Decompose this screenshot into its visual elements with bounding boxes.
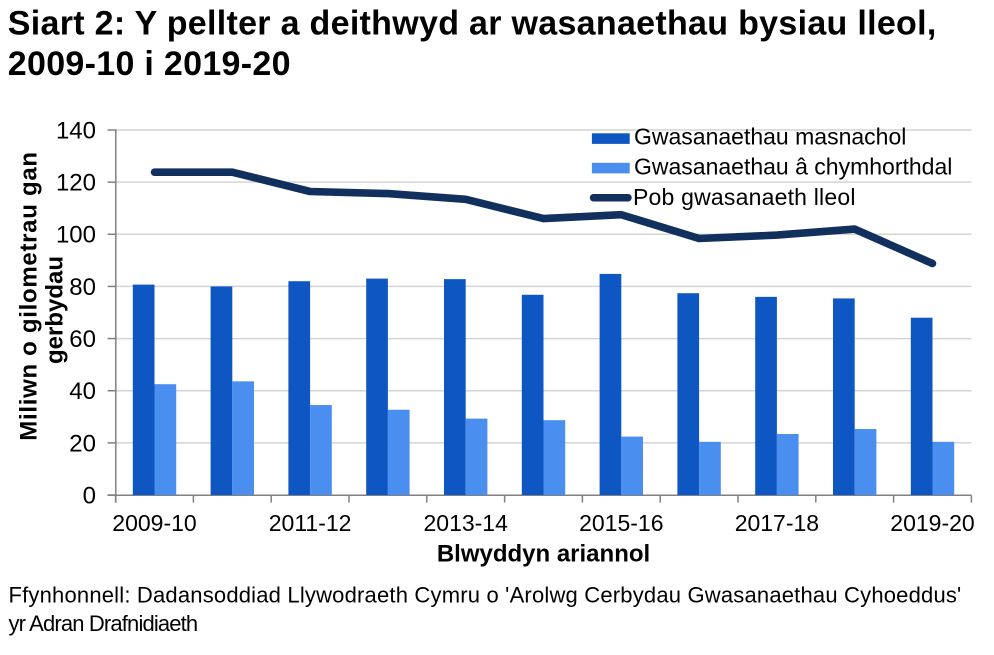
- svg-text:2009-10 i 2019-20: 2009-10 i 2019-20: [8, 45, 291, 83]
- svg-text:120: 120: [56, 170, 96, 197]
- svg-text:60: 60: [69, 326, 96, 353]
- svg-text:Blwyddyn ariannol: Blwyddyn ariannol: [437, 541, 650, 568]
- svg-text:80: 80: [69, 274, 96, 301]
- svg-text:2013-14: 2013-14: [423, 510, 508, 536]
- svg-text:Siart 2: Y pellter a deithwyd: Siart 2: Y pellter a deithwyd ar wasanae…: [8, 4, 937, 42]
- svg-text:2017-18: 2017-18: [735, 510, 819, 536]
- svg-text:Pob gwasanaeth lleol: Pob gwasanaeth lleol: [633, 184, 856, 210]
- svg-text:Gwasanaethau masnachol: Gwasanaethau masnachol: [634, 124, 906, 150]
- svg-text:Gwasanaethau â chymhorthdal: Gwasanaethau â chymhorthdal: [634, 153, 952, 179]
- svg-text:0: 0: [83, 482, 96, 509]
- svg-text:gerbydau: gerbydau: [42, 256, 69, 364]
- svg-text:2019-20: 2019-20: [890, 510, 974, 536]
- svg-text:40: 40: [69, 378, 96, 405]
- svg-text:20: 20: [69, 430, 96, 457]
- svg-text:2015-16: 2015-16: [579, 510, 663, 536]
- svg-text:Ffynhonnell: Dadansoddiad Llyw: Ffynhonnell: Dadansoddiad Llywodraeth Cy…: [9, 582, 962, 607]
- svg-text:2011-12: 2011-12: [269, 510, 352, 536]
- svg-text:Miliwn o gilometrau gan: Miliwn o gilometrau gan: [16, 151, 43, 440]
- svg-text:yr Adran Drafnidiaeth: yr Adran Drafnidiaeth: [9, 611, 198, 636]
- svg-text:100: 100: [56, 222, 96, 249]
- svg-text:2009-10: 2009-10: [112, 510, 196, 536]
- svg-text:140: 140: [56, 117, 96, 144]
